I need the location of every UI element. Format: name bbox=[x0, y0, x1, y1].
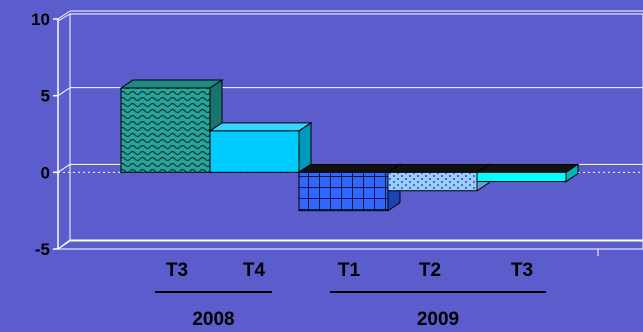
bar-front-face bbox=[298, 171, 389, 212]
bar-side-face bbox=[298, 121, 312, 174]
plot-frame bbox=[56, 13, 643, 250]
bar-T1-2 bbox=[297, 163, 402, 212]
bars bbox=[119, 79, 580, 212]
y-tick-label: -5 bbox=[35, 240, 50, 259]
gridline-side bbox=[57, 87, 71, 97]
bar-top-face bbox=[386, 163, 491, 173]
bar-top-face bbox=[475, 163, 580, 173]
group-label: 2008 bbox=[192, 309, 234, 330]
gridline-side bbox=[57, 163, 71, 173]
gridline-side bbox=[57, 240, 71, 250]
floor bbox=[56, 239, 643, 250]
bar-front-face bbox=[209, 130, 300, 173]
x-axis-labels: T3 T4 T1 T2 T3 bbox=[166, 249, 599, 281]
x-tick-label: T1 bbox=[338, 260, 361, 281]
bar-T4-1 bbox=[208, 121, 313, 174]
left-wall bbox=[57, 13, 71, 250]
x-tick-label: T3 bbox=[166, 260, 188, 281]
bar-top-face bbox=[208, 122, 313, 132]
x-tick-label: T2 bbox=[419, 260, 441, 281]
bar-T2-3 bbox=[386, 163, 491, 192]
group-label: 2009 bbox=[417, 309, 459, 330]
bar-T3-4 bbox=[475, 163, 580, 183]
y-tick-label: 5 bbox=[41, 87, 50, 106]
group-labels: 2008 2009 bbox=[155, 291, 546, 330]
y-tick-label: 10 bbox=[31, 10, 50, 29]
bar-T3-0 bbox=[119, 79, 224, 174]
x-tick-label: T3 bbox=[511, 260, 533, 281]
bar-front-face bbox=[120, 87, 211, 173]
x-tick-label: T4 bbox=[243, 260, 266, 281]
gridline-side bbox=[57, 10, 71, 20]
bar-top-face bbox=[297, 163, 402, 173]
bar-front-face bbox=[387, 171, 478, 192]
y-axis: 10 5 0 -5 bbox=[31, 10, 59, 259]
y-tick-label: 0 bbox=[41, 163, 50, 182]
bar-top-face bbox=[119, 79, 224, 89]
bar-front-face bbox=[476, 171, 567, 183]
